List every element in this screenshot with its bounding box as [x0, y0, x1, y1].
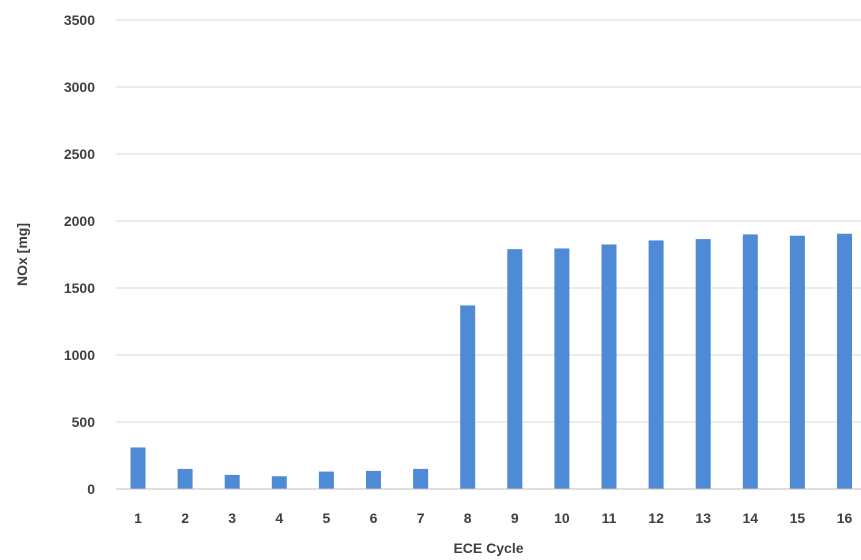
y-tick-label: 2500	[64, 146, 95, 162]
bar	[177, 468, 193, 489]
bar	[789, 235, 805, 489]
bar	[271, 476, 287, 489]
x-tick-label: 4	[275, 510, 283, 526]
x-tick-label: 11	[602, 510, 617, 526]
bar	[837, 233, 852, 489]
bar	[601, 244, 617, 489]
bar	[554, 248, 570, 489]
bar	[130, 447, 146, 489]
bar	[507, 249, 523, 489]
x-tick-label: 3	[228, 510, 236, 526]
x-axis-title: ECE Cycle	[453, 540, 523, 556]
x-axis-tick-labels: 1 2 3 4 5 6 7 8 9 10 11 12 13 14 15 16	[134, 510, 852, 526]
x-tick-label: 2	[181, 510, 189, 526]
x-tick-label: 10	[554, 510, 570, 526]
bar	[742, 234, 758, 489]
bar	[224, 474, 240, 489]
y-tick-label: 3000	[64, 79, 95, 95]
bar	[648, 240, 664, 489]
bar-series	[130, 233, 852, 489]
gridlines	[116, 19, 861, 423]
x-tick-label: 8	[464, 510, 472, 526]
bar	[318, 471, 334, 489]
y-tick-label: 1500	[64, 280, 95, 296]
x-tick-label: 9	[511, 510, 519, 526]
y-tick-label: 1000	[64, 347, 95, 363]
y-axis-tick-labels: 0 500 1000 1500 2000 2500 3000 3500	[64, 12, 95, 497]
x-tick-label: 7	[417, 510, 425, 526]
x-tick-label: 15	[790, 510, 806, 526]
bar	[460, 305, 476, 489]
x-tick-label: 13	[695, 510, 711, 526]
y-tick-label: 2000	[64, 213, 95, 229]
x-tick-label: 14	[743, 510, 759, 526]
y-axis-title: NOx [mg]	[14, 223, 30, 286]
y-tick-label: 500	[72, 414, 96, 430]
bar	[695, 239, 711, 489]
bar	[366, 470, 381, 489]
x-tick-label: 1	[134, 510, 142, 526]
x-tick-label: 16	[837, 510, 853, 526]
y-tick-label: 0	[87, 481, 95, 497]
y-tick-label: 3500	[64, 12, 95, 28]
x-tick-label: 12	[648, 510, 664, 526]
bar	[413, 468, 429, 489]
x-tick-label: 6	[370, 510, 378, 526]
x-tick-label: 5	[323, 510, 331, 526]
